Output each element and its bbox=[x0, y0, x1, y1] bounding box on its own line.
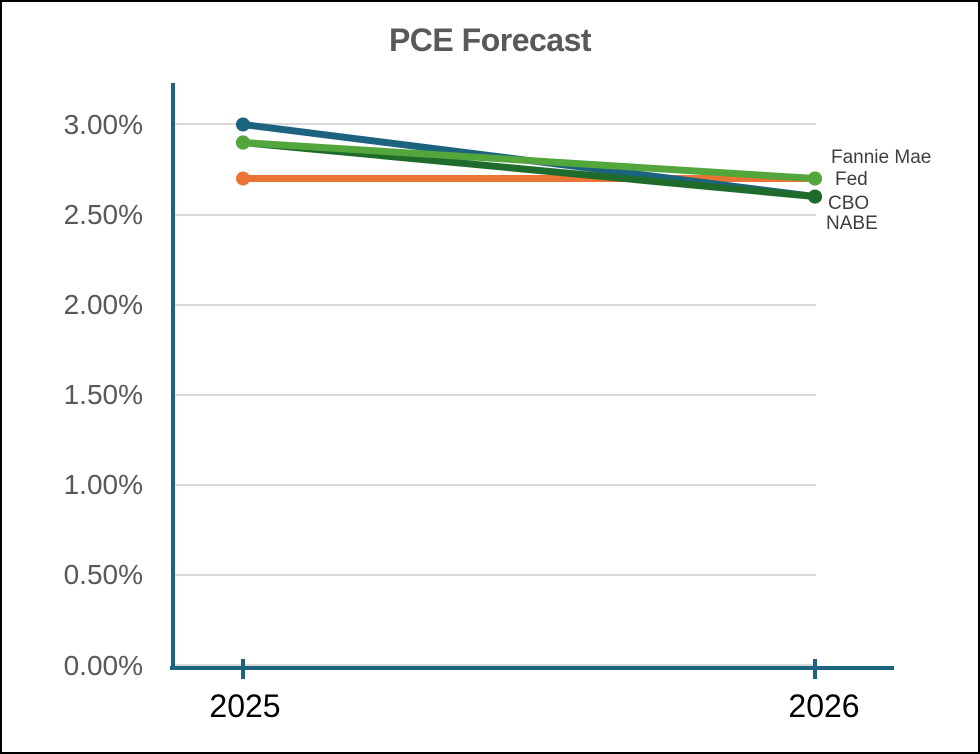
series-label-fed: Fed bbox=[835, 169, 868, 190]
series-line-cbo bbox=[239, 139, 819, 201]
series-label-cbo: CBO bbox=[828, 193, 870, 214]
series-marker-cbo bbox=[236, 135, 250, 150]
y-tick-label: 0.00% bbox=[63, 650, 143, 681]
y-tick-label: 0.50% bbox=[63, 559, 143, 590]
series-marker-fannie-mae bbox=[808, 171, 822, 186]
series-line-fannie-mae bbox=[239, 139, 819, 183]
series-marker-cbo bbox=[808, 189, 822, 204]
gridline bbox=[173, 484, 816, 486]
y-axis-line bbox=[171, 83, 175, 669]
x-axis-tick-2026 bbox=[813, 659, 817, 679]
y-tick-label: 1.50% bbox=[63, 379, 143, 410]
chart-title: PCE Forecast bbox=[388, 22, 592, 58]
x-tick-label-2026: 2026 bbox=[788, 688, 860, 724]
gridline bbox=[173, 304, 816, 306]
gridline bbox=[173, 394, 816, 396]
gridline bbox=[173, 664, 816, 666]
series-marker-fannie-mae bbox=[236, 135, 250, 150]
y-tick-label: 1.00% bbox=[63, 469, 143, 500]
series-label-nabe: NABE bbox=[826, 213, 878, 234]
series-marker-nabe bbox=[808, 189, 822, 204]
y-tick-label: 2.50% bbox=[63, 199, 143, 230]
series-line-nabe bbox=[239, 121, 819, 201]
x-axis-line bbox=[170, 666, 894, 670]
gridline bbox=[173, 574, 816, 576]
y-tick-label: 3.00% bbox=[63, 109, 143, 140]
gridline bbox=[173, 123, 816, 125]
gridline bbox=[173, 214, 816, 216]
series-marker-fed bbox=[808, 171, 822, 186]
y-tick-label: 2.00% bbox=[63, 289, 143, 320]
series-label-fannie-mae: Fannie Mae bbox=[831, 147, 932, 168]
x-axis-tick-2025 bbox=[241, 659, 245, 679]
series-marker-fed bbox=[236, 171, 250, 186]
x-tick-label-2025: 2025 bbox=[209, 688, 281, 724]
